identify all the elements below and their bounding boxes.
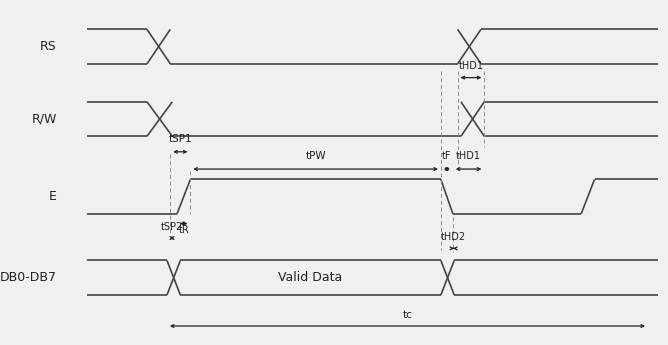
Text: Valid Data: Valid Data	[279, 271, 343, 284]
Text: RS: RS	[40, 40, 57, 53]
Text: tHD1: tHD1	[458, 61, 484, 71]
Text: tSP1: tSP1	[168, 134, 192, 144]
Text: tSP2: tSP2	[161, 222, 183, 232]
Text: tHD2: tHD2	[441, 232, 466, 242]
Text: DB0-DB7: DB0-DB7	[0, 271, 57, 284]
Text: R/W: R/W	[31, 112, 57, 126]
Text: tHD1: tHD1	[456, 151, 481, 161]
Text: E: E	[49, 190, 57, 203]
Text: tc: tc	[403, 310, 412, 320]
Text: tF: tF	[442, 151, 452, 161]
Text: tPW: tPW	[305, 151, 326, 161]
Text: tR: tR	[178, 225, 189, 235]
